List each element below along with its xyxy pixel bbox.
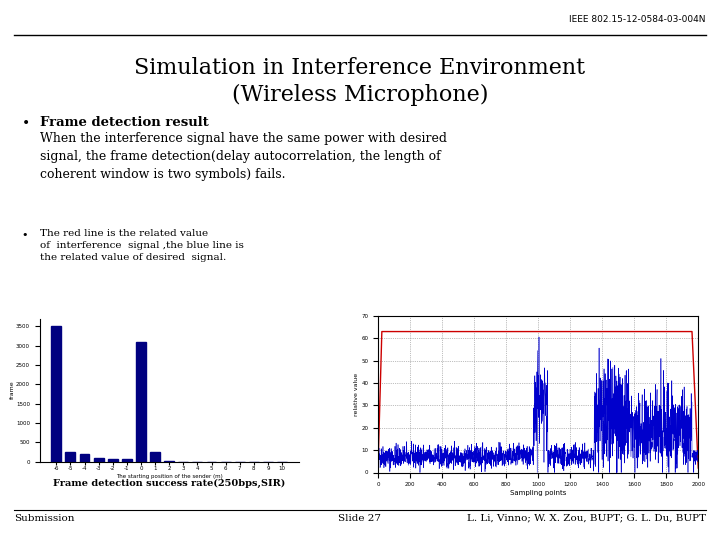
Text: •: • — [22, 116, 30, 130]
Text: IEEE 802.15-12-0584-03-004N: IEEE 802.15-12-0584-03-004N — [569, 15, 706, 24]
Bar — [150, 452, 160, 462]
Text: (Wireless Microphone): (Wireless Microphone) — [232, 84, 488, 106]
Bar — [136, 342, 146, 462]
Text: When the interference signal have the same power with desired
signal, the frame : When the interference signal have the sa… — [40, 132, 446, 181]
Bar — [164, 461, 174, 462]
Bar — [80, 454, 89, 462]
Text: •: • — [22, 230, 28, 240]
Text: Frame detection success rate(250bps,SIR): Frame detection success rate(250bps,SIR) — [53, 479, 285, 488]
Bar — [94, 458, 104, 462]
Text: Submission: Submission — [14, 514, 75, 523]
Bar — [51, 326, 61, 462]
Bar — [122, 460, 132, 462]
X-axis label: Sampling points: Sampling points — [510, 490, 567, 496]
Text: Simulation in Interference Environment: Simulation in Interference Environment — [135, 57, 585, 79]
Bar — [66, 451, 76, 462]
Bar — [108, 460, 117, 462]
Text: The red line is the related value
of  interference  signal ,the blue line is
the: The red line is the related value of int… — [40, 230, 243, 262]
Text: Slide 27: Slide 27 — [338, 514, 382, 523]
X-axis label: The starting position of the sender (m): The starting position of the sender (m) — [116, 474, 222, 478]
Text: L. Li, Vinno; W. X. Zou, BUPT; G. L. Du, BUPT: L. Li, Vinno; W. X. Zou, BUPT; G. L. Du,… — [467, 514, 706, 523]
Y-axis label: frame: frame — [9, 381, 14, 400]
Y-axis label: relative value: relative value — [354, 373, 359, 416]
Text: Frame detection result: Frame detection result — [40, 116, 208, 129]
